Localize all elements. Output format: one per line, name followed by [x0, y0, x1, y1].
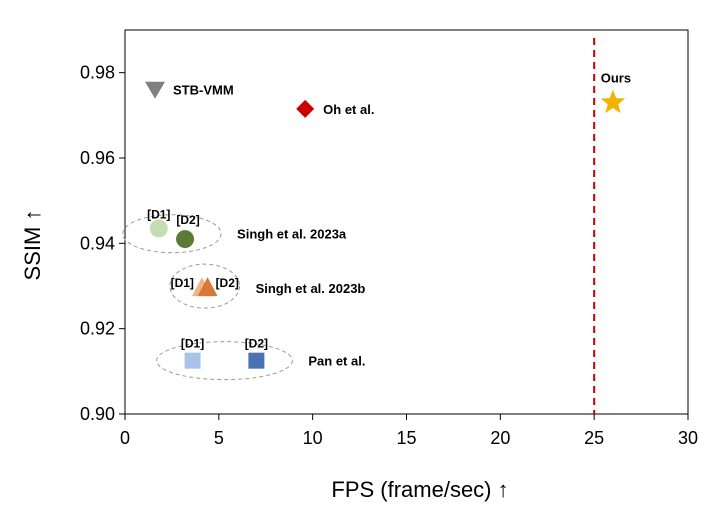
y-tick-label: 0.94 [80, 233, 115, 253]
group-label: Pan et al. [308, 354, 365, 369]
marker-diamond [296, 99, 315, 118]
point-label: Ours [601, 71, 631, 86]
point-label: [D2] [216, 276, 239, 290]
x-axis-title: FPS (frame/sec) ↑ [331, 477, 508, 502]
marker-square [184, 352, 201, 369]
point-label: [D2] [176, 213, 199, 227]
x-tick-label: 5 [214, 428, 224, 448]
group-label: Singh et al. 2023b [256, 281, 366, 296]
data-labels: Singh et al. 2023a Singh et al. 2023b Pan … [147, 71, 631, 369]
marker-circle [176, 230, 195, 249]
y-tick-label: 0.92 [80, 319, 115, 339]
x-tick-label: 25 [584, 428, 604, 448]
group-ellipse [122, 214, 222, 254]
marker-triangle-down [145, 81, 166, 99]
y-axis-ticks: 0.90 0.92 0.94 0.96 0.98 [80, 63, 125, 424]
group-ellipse [156, 341, 293, 381]
x-tick-label: 15 [396, 428, 416, 448]
y-tick-label: 0.96 [80, 148, 115, 168]
point-label: Oh et al. [323, 102, 374, 117]
point-label: [D1] [181, 337, 204, 351]
x-tick-label: 30 [678, 428, 698, 448]
y-tick-label: 0.90 [80, 404, 115, 424]
x-tick-label: 0 [120, 428, 130, 448]
marker-square [248, 352, 265, 369]
marker-star [600, 89, 626, 114]
point-label: [D1] [171, 276, 194, 290]
x-axis-ticks: 0 5 10 15 20 25 30 [120, 414, 698, 448]
x-tick-label: 10 [303, 428, 323, 448]
x-tick-label: 20 [490, 428, 510, 448]
group-ellipse [169, 263, 241, 309]
group-label: Singh et al. 2023a [237, 227, 347, 242]
data-markers [145, 81, 626, 369]
point-label: STB-VMM [173, 83, 234, 98]
group-ellipses [122, 214, 293, 381]
y-axis-title: SSIM ↑ [20, 210, 45, 281]
marker-circle [149, 219, 168, 238]
point-label: [D2] [245, 337, 268, 351]
y-tick-label: 0.98 [80, 63, 115, 83]
point-label: [D1] [147, 207, 170, 221]
marker-triangle-up [197, 277, 218, 297]
